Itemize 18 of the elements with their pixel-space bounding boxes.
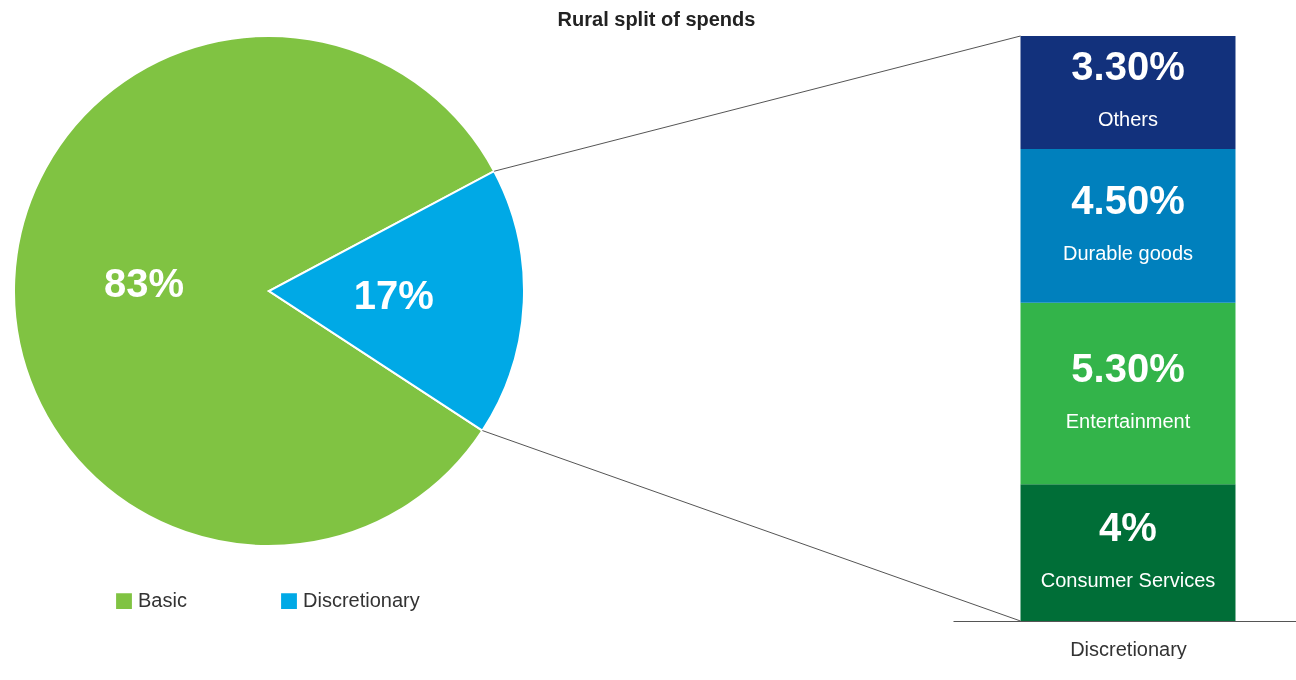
bar	[1020, 484, 1236, 621]
data-label: 5.30%	[1071, 345, 1185, 390]
bar	[1020, 148, 1236, 303]
text: Rural split of spends	[557, 8, 756, 30]
data-label: 4.50%	[1071, 177, 1185, 222]
series-label: Durable goods	[1062, 241, 1194, 264]
data-label: 83%	[104, 261, 185, 306]
legend-label: Discretionary	[303, 589, 420, 612]
series-label: Consumer Services	[1040, 568, 1216, 591]
legend-label: Basic	[138, 589, 187, 612]
data-label: 4%	[1099, 504, 1157, 549]
data-label: 17%	[353, 272, 434, 317]
bar	[1020, 302, 1236, 485]
data-label: 3.30%	[1071, 44, 1185, 89]
bar	[1020, 36, 1236, 149]
x-axis-title: Discretionary	[1070, 637, 1187, 660]
series-label: Entertainment	[1065, 409, 1191, 432]
series-label: Others	[1097, 108, 1159, 131]
